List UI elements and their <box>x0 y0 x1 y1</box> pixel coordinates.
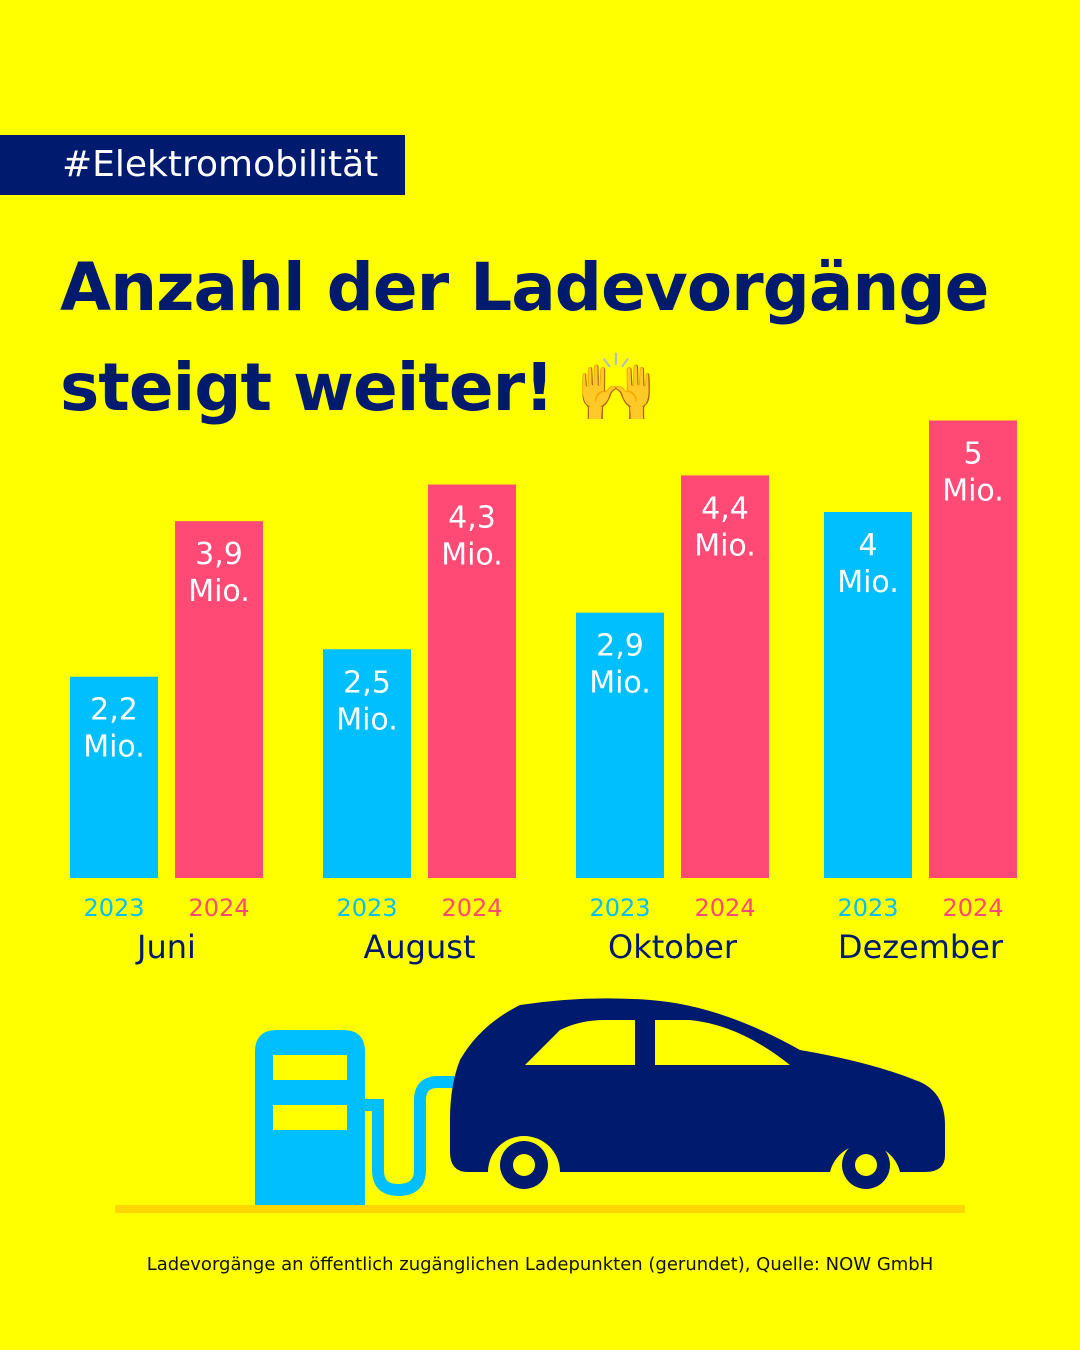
data-label-value: 3,9 <box>195 537 243 572</box>
source-footnote: Ladevorgänge an öffentlich zugänglichen … <box>146 1254 934 1275</box>
data-label-unit: Mio. <box>589 666 651 701</box>
data-label-unit: Mio. <box>336 702 398 737</box>
data-label-unit: Mio. <box>942 474 1004 509</box>
bar-2024-august <box>428 484 516 878</box>
year-label: 2024 <box>188 894 249 922</box>
bar-2023-august <box>323 649 411 878</box>
data-label-value: 2,9 <box>596 629 644 664</box>
data-label-unit: Mio. <box>694 528 756 563</box>
category-label: August <box>364 928 476 966</box>
data-label-value: 4,4 <box>701 491 749 526</box>
year-label: 2024 <box>441 894 502 922</box>
data-label-unit: Mio. <box>83 730 145 765</box>
headline: Anzahl der Ladevorgänge steigt weiter! 🙌 <box>60 238 1060 438</box>
year-label: 2023 <box>83 894 144 922</box>
data-label-value: 5 <box>963 437 982 472</box>
headline-line-2: steigt weiter! 🙌 <box>60 349 657 426</box>
year-label: 2024 <box>942 894 1003 922</box>
year-label: 2023 <box>336 894 397 922</box>
data-label-value: 2,2 <box>90 693 138 728</box>
data-label-unit: Mio. <box>441 538 503 573</box>
data-label-value: 4,3 <box>448 501 496 536</box>
year-label: 2024 <box>694 894 755 922</box>
bar-2024-juni <box>175 521 263 878</box>
car-icon <box>450 998 945 1189</box>
ground-line <box>115 1205 965 1213</box>
category-label: Oktober <box>608 928 738 966</box>
bar-2024-oktober <box>681 475 769 878</box>
bar-2023-dezember <box>824 512 912 878</box>
data-label-unit: Mio. <box>188 574 250 609</box>
charging-illustration <box>115 998 965 1213</box>
data-label-value: 4 <box>858 528 877 563</box>
data-label-unit: Mio. <box>837 565 899 600</box>
category-label: Juni <box>135 928 196 966</box>
year-label: 2023 <box>837 894 898 922</box>
headline-line-1: Anzahl der Ladevorgänge <box>60 249 989 326</box>
bar-2024-dezember <box>929 420 1017 878</box>
bar-2023-oktober <box>576 612 664 878</box>
category-label: Dezember <box>838 928 1004 966</box>
data-label-value: 2,5 <box>343 665 391 700</box>
bar-chart: 2,2Mio.20233,9Mio.2024Juni2,5Mio.20234,3… <box>70 420 1017 966</box>
bar-2023-juni <box>70 676 158 878</box>
hashtag-badge: #Elektromobilität <box>0 135 405 195</box>
year-label: 2023 <box>589 894 650 922</box>
charging-station-icon <box>255 1030 468 1205</box>
